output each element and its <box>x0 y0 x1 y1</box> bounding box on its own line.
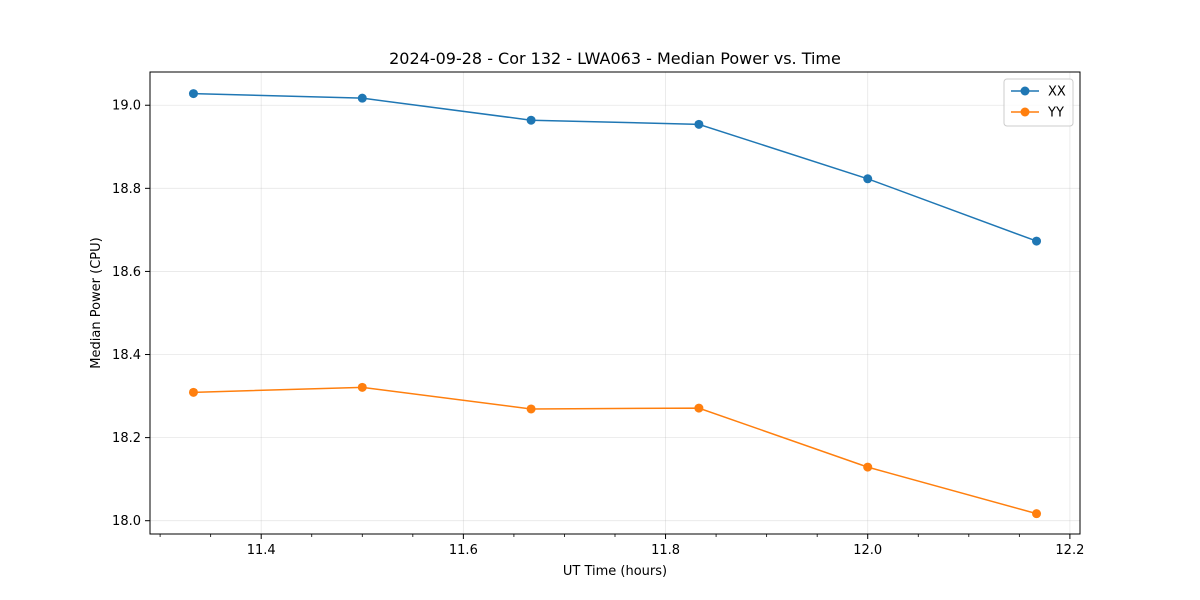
data-point-xx <box>188 89 198 99</box>
data-point-yy <box>357 382 367 392</box>
y-tick-label: 18.6 <box>112 265 141 280</box>
data-point-xx <box>357 93 367 103</box>
y-tick-label: 18.4 <box>112 348 141 363</box>
data-point-xx <box>863 174 873 184</box>
legend-marker-xx <box>1020 86 1030 96</box>
data-point-yy <box>863 462 873 472</box>
legend-marker-yy <box>1020 107 1030 117</box>
chart-title: 2024-09-28 - Cor 132 - LWA063 - Median P… <box>389 49 841 68</box>
series-line-yy <box>193 386 1037 515</box>
data-point-xx <box>526 115 536 125</box>
y-tick-label: 18.8 <box>112 182 141 197</box>
legend-label-xx: XX <box>1048 85 1066 100</box>
y-tick-label: 18.0 <box>112 514 141 529</box>
y-tick-label: 18.2 <box>112 431 141 446</box>
x-tick-label: 11.6 <box>449 543 478 558</box>
y-axis-label: Median Power (CPU) <box>89 237 104 368</box>
x-tick-label: 12.0 <box>853 543 882 558</box>
legend-label-yy: YY <box>1047 106 1064 121</box>
x-tick-label: 12.2 <box>1055 543 1084 558</box>
y-tick-label: 19.0 <box>112 99 141 114</box>
data-point-xx <box>1032 236 1042 246</box>
x-tick-label: 11.4 <box>247 543 276 558</box>
series-line-xx <box>193 92 1037 242</box>
series-layer <box>188 89 1042 519</box>
data-point-yy <box>526 404 536 414</box>
x-tick-label: 11.8 <box>651 543 680 558</box>
x-axis-label: UT Time (hours) <box>563 564 667 579</box>
data-point-yy <box>1032 509 1042 519</box>
axis-ticks: 11.4 11.6 11.8 12.0 12.2 18.0 18.2 18.4 18.6 18.8… <box>112 99 1084 558</box>
grid <box>150 72 1080 534</box>
data-point-xx <box>694 119 704 129</box>
data-point-yy <box>188 387 198 397</box>
legend: XX YY <box>1003 78 1074 127</box>
data-point-yy <box>694 403 704 413</box>
